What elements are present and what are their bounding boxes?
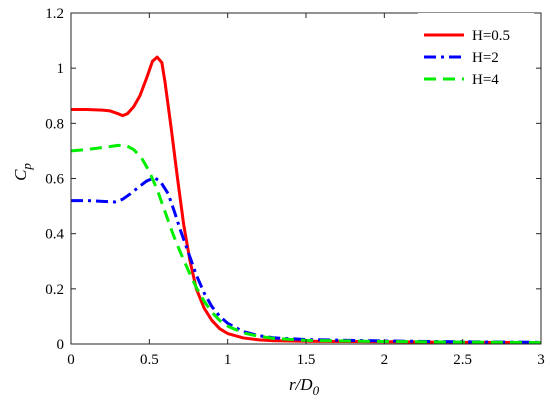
legend-label: H=2 bbox=[472, 50, 499, 66]
series-line-3 bbox=[70, 143, 542, 345]
y-axis-label-subscript: p bbox=[19, 163, 34, 171]
y-axis-label: Cp bbox=[11, 163, 34, 181]
ticks-layer: 0 0.5 1 1.5 2 2.5 3 0 0.2 0.4 0.6 0.8 1 1.2 bbox=[45, 6, 545, 368]
series-layer bbox=[70, 55, 542, 345]
x-tick-label: 1 bbox=[224, 352, 232, 368]
y-tick-label: 0 bbox=[57, 337, 65, 353]
x-tick-label: 0.5 bbox=[140, 352, 159, 368]
y-tick-label: 1.2 bbox=[45, 6, 64, 22]
legend-box bbox=[418, 13, 534, 95]
legend-label: H=0.5 bbox=[472, 28, 510, 44]
y-tick-label: 0.6 bbox=[45, 172, 64, 188]
x-axis-label: r/D0 bbox=[289, 375, 320, 398]
x-tick-label: 1.5 bbox=[297, 352, 316, 368]
x-tick-label: 3 bbox=[537, 352, 545, 368]
series-line-2 bbox=[71, 176, 542, 344]
y-tick-label: 0.4 bbox=[45, 227, 64, 243]
y-tick-label: 1 bbox=[57, 61, 65, 77]
y-axis-label-main: C bbox=[11, 169, 30, 181]
y-tick-label: 0.2 bbox=[45, 282, 64, 298]
x-tick-label: 2 bbox=[381, 352, 389, 368]
x-axis-label-main: r/D bbox=[289, 375, 313, 394]
x-tick-label: 2.5 bbox=[453, 352, 472, 368]
x-axis-label-subscript: 0 bbox=[313, 383, 320, 398]
series-line-1 bbox=[71, 55, 542, 345]
legend-label: H=4 bbox=[472, 72, 499, 88]
y-tick-label: 0.8 bbox=[45, 116, 64, 132]
legend: H=0.5 H=2 H=4 bbox=[418, 13, 534, 95]
x-tick-label: 0 bbox=[67, 352, 75, 368]
